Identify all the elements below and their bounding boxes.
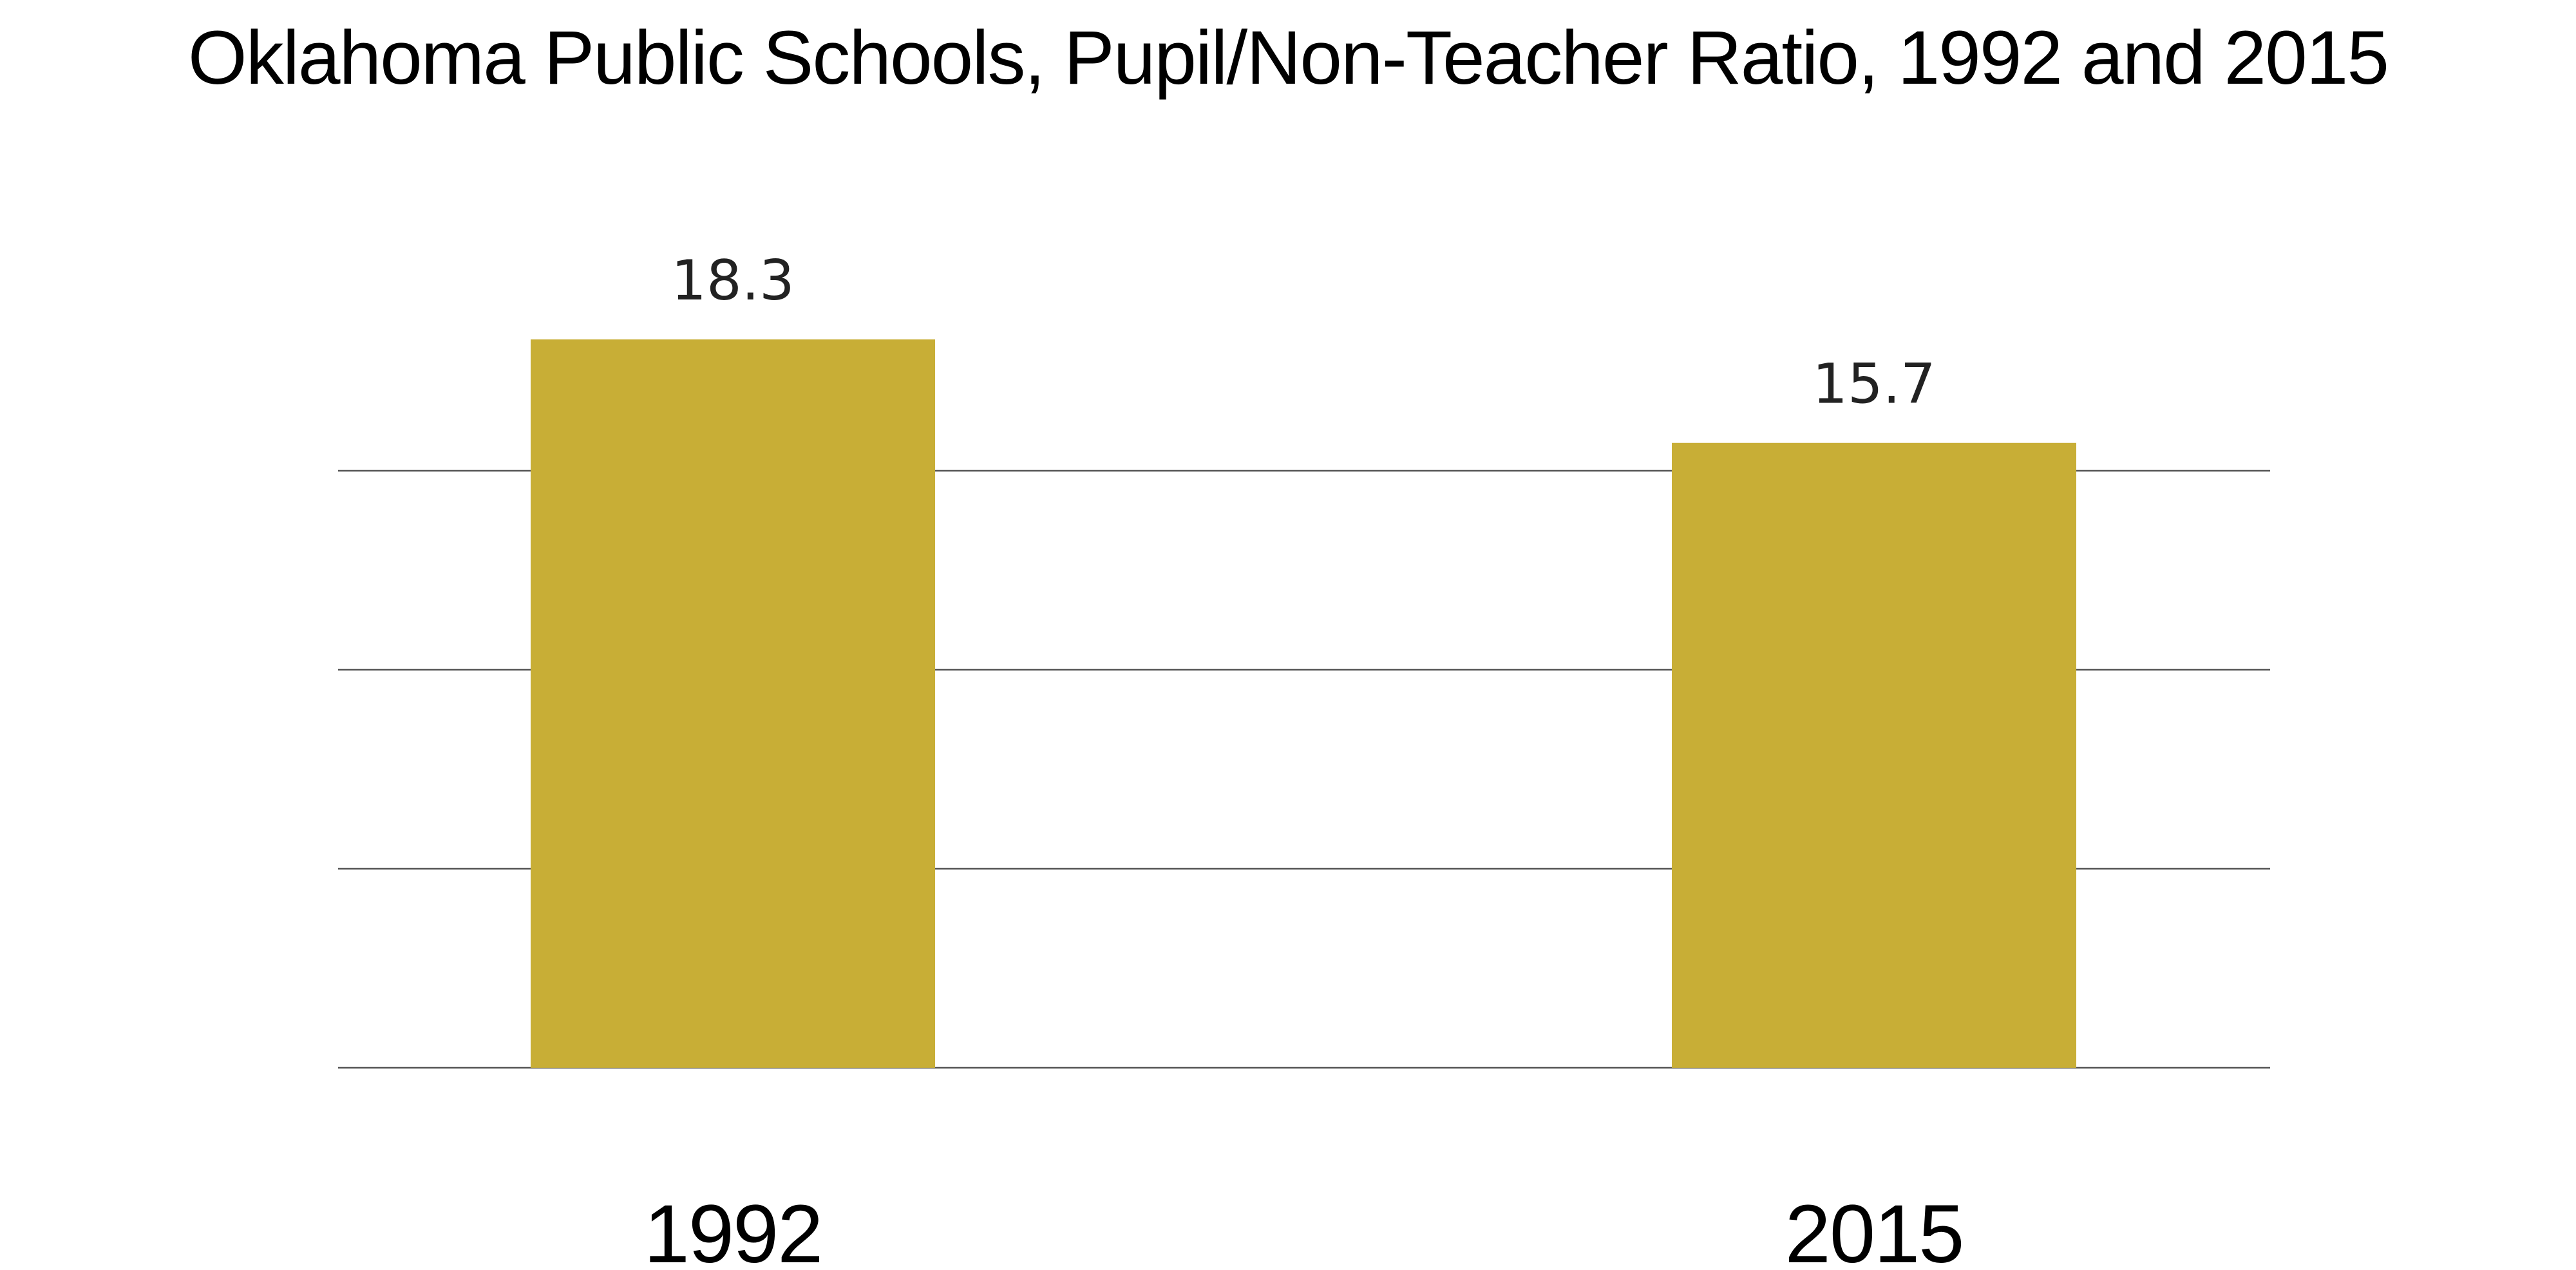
bar-2015 [1672,442,2076,1068]
category-label-1992: 1992 [644,1188,822,1270]
bars [531,339,2076,1068]
bar-1992 [531,339,935,1068]
chart-title: Oklahoma Public Schools, Pupil/Non-Teach… [188,15,2388,100]
value-labels: 18.3 15.7 [671,249,1935,417]
category-labels: 1992 2015 [644,1188,1965,1270]
value-label-1992: 18.3 [671,249,794,313]
category-label-2015: 2015 [1785,1188,1964,1270]
value-label-2015: 15.7 [1812,352,1935,417]
